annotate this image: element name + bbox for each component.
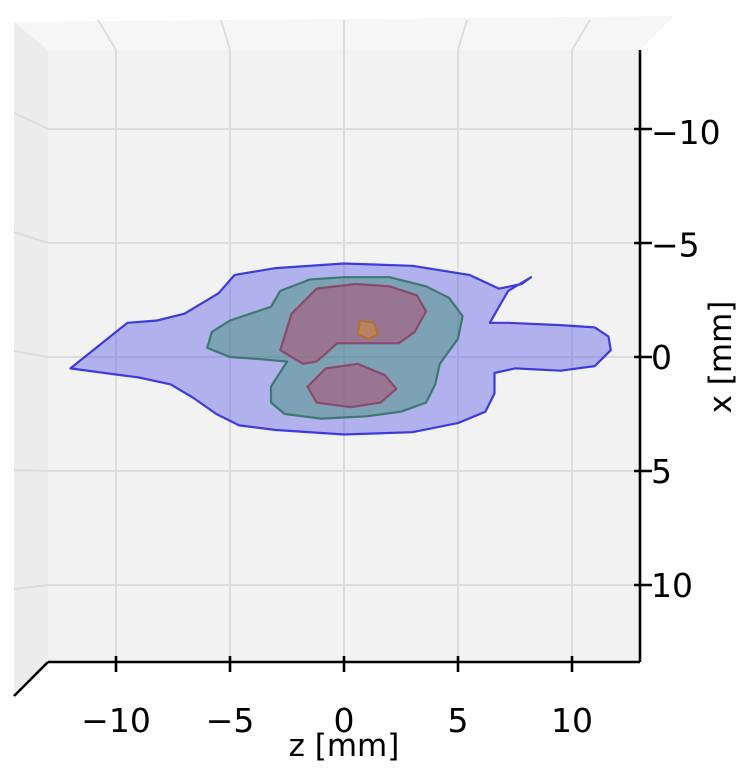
surface-3 (306, 362, 398, 409)
y-tick-label: 5 (651, 452, 672, 491)
y-tick-label: −10 (651, 113, 721, 152)
surface-layer (69, 262, 612, 436)
grid-line-left-pane (13, 112, 49, 130)
grid-line-top-pane (457, 19, 468, 51)
grid-line-left-pane (13, 350, 49, 358)
x-axis-corner-line (13, 661, 49, 697)
surface-4 (356, 319, 380, 340)
y-axis-title: x [mm] (703, 301, 739, 414)
axis-layer: −10 −5 0 5 10 −10 −5 0 5 10 (13, 50, 721, 740)
x-tick-label: −10 (81, 701, 151, 740)
x-tick-label: 5 (448, 701, 469, 740)
x-tick-label: 0 (334, 701, 355, 740)
grid-line-left-pane (13, 584, 49, 590)
grid-lines (13, 19, 640, 662)
surface-0 (69, 262, 612, 436)
grid-line-top-pane (97, 19, 117, 51)
grid-line-top-pane (220, 19, 231, 51)
grid-line-top-pane (571, 19, 591, 51)
x-axis-title: z [mm] (289, 728, 400, 764)
grid-line-left-pane (13, 469, 49, 472)
surface-2 (279, 282, 428, 365)
x-tick-label: 10 (551, 701, 593, 740)
y-tick-label: 0 (651, 338, 672, 377)
x-tick-label: −5 (206, 701, 255, 740)
left-pane (14, 22, 48, 692)
y-tick-label: −5 (651, 226, 700, 265)
grid-line-left-pane (13, 231, 49, 244)
y-tick-label: 10 (651, 566, 693, 605)
